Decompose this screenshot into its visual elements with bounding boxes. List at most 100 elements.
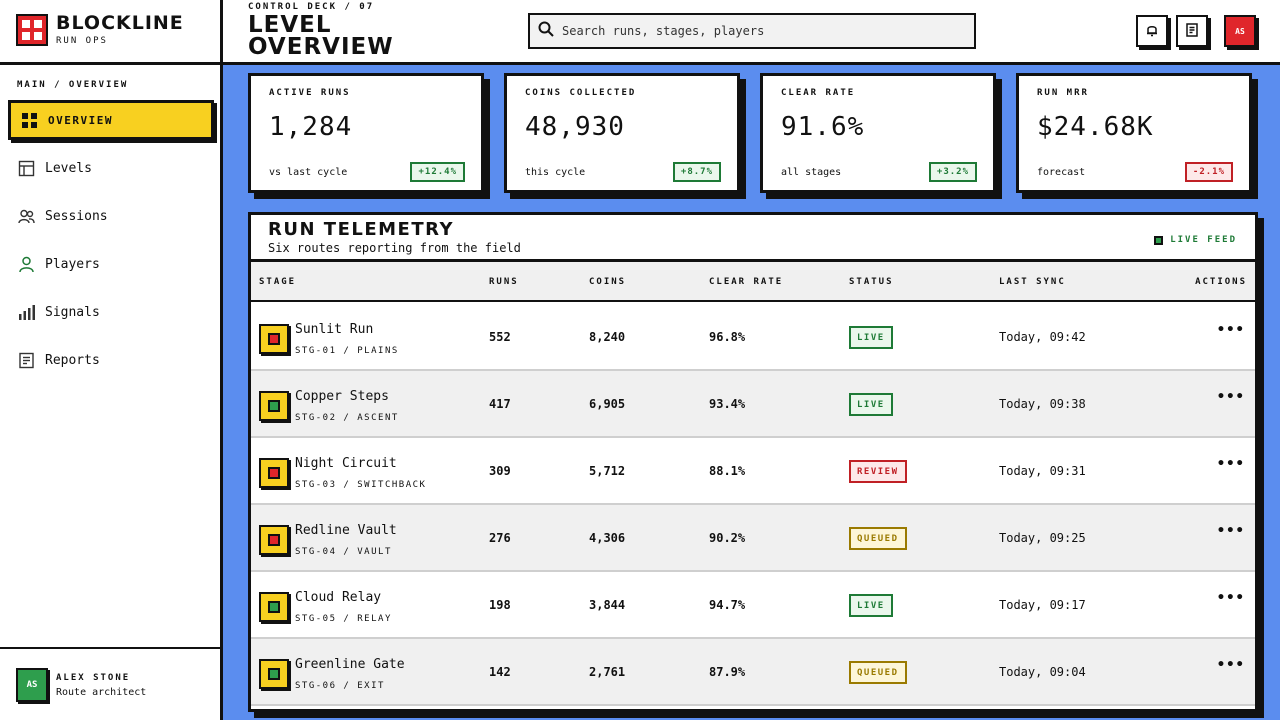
user-name: ALEX STONE <box>56 672 131 683</box>
last-sync-value: Today, 09:42 <box>999 330 1086 344</box>
stage-code: STG-02 / ASCENT <box>295 413 399 423</box>
more-actions-icon[interactable]: ••• <box>1216 523 1245 539</box>
table-row[interactable]: Redline Vault STG-04 / VAULT 276 4,306 9… <box>251 505 1255 572</box>
table-row[interactable]: Copper Steps STG-02 / ASCENT 417 6,905 9… <box>251 371 1255 438</box>
breadcrumb: CONTROL DECK / 07 <box>248 2 375 12</box>
last-sync-value: Today, 09:25 <box>999 531 1086 545</box>
kpi-label: ACTIVE RUNS <box>269 88 351 98</box>
more-actions-icon[interactable]: ••• <box>1216 389 1245 405</box>
kpi-value: 48,930 <box>525 112 625 142</box>
user-icon <box>18 256 35 273</box>
status-badge: REVIEW <box>849 460 907 483</box>
column-header-runs[interactable]: RUNS <box>489 277 519 287</box>
profile-avatar-button[interactable]: AS <box>1224 15 1256 47</box>
table-header: STAGE RUNS COINS CLEAR RATE STATUS LAST … <box>251 259 1255 302</box>
status-badge: LIVE <box>849 594 893 617</box>
coins-value: 6,905 <box>589 397 626 411</box>
grid-icon <box>21 112 38 129</box>
column-header-clear-rate[interactable]: CLEAR RATE <box>709 277 784 287</box>
kpi-value: $24.68K <box>1037 112 1154 142</box>
stage-code: STG-05 / RELAY <box>295 614 392 624</box>
table-row[interactable]: Night Circuit STG-03 / SWITCHBACK 309 5,… <box>251 438 1255 505</box>
more-actions-icon[interactable]: ••• <box>1216 590 1245 606</box>
divider <box>0 62 1280 65</box>
sidebar-item-players[interactable]: Players <box>8 244 214 284</box>
last-sync-value: Today, 09:17 <box>999 598 1086 612</box>
table-icon <box>18 160 35 177</box>
brand[interactable]: BLOCKLINE RUN OPS <box>16 14 184 46</box>
kpi-label: COINS COLLECTED <box>525 88 637 98</box>
kpi-delta-badge: -2.1% <box>1184 162 1233 182</box>
notifications-button[interactable] <box>1136 15 1168 47</box>
coins-value: 4,306 <box>589 531 626 545</box>
sidebar-item-levels[interactable]: Levels <box>8 148 214 188</box>
runs-value: 309 <box>489 464 511 478</box>
sidebar-item-label: Signals <box>45 304 100 320</box>
kpi-label: CLEAR RATE <box>781 88 856 98</box>
column-header-last-sync[interactable]: LAST SYNC <box>999 277 1066 287</box>
sidebar-item-overview[interactable]: OVERVIEW <box>8 100 214 140</box>
runs-value: 142 <box>489 665 511 679</box>
avatar: AS <box>16 668 48 702</box>
kpi-label: RUN MRR <box>1037 88 1089 98</box>
run-telemetry-panel: RUN TELEMETRY Six routes reporting from … <box>248 212 1258 712</box>
table-row[interactable]: Cloud Relay STG-05 / RELAY 198 3,844 94.… <box>251 572 1255 639</box>
sidebar-item-label: Players <box>45 256 100 272</box>
stage-code: STG-04 / VAULT <box>295 547 392 557</box>
column-header-stage[interactable]: STAGE <box>259 277 297 287</box>
stage-name: Copper Steps <box>295 389 389 404</box>
user-profile[interactable]: AS ALEX STONE Route architect <box>16 668 146 702</box>
kpi-footnote: forecast <box>1037 167 1086 178</box>
brand-name: BLOCKLINE <box>56 12 184 34</box>
live-feed-indicator[interactable]: LIVE FEED <box>1154 235 1237 245</box>
kpi-card-run-mrr: RUN MRR $24.68K forecast -2.1% <box>1016 73 1252 193</box>
sidebar-item-label: Sessions <box>45 208 108 224</box>
kpi-card-clear-rate: CLEAR RATE 91.6% all stages +3.2% <box>760 73 996 193</box>
kpi-value: 91.6% <box>781 112 865 142</box>
sidebar-item-sessions[interactable]: Sessions <box>8 196 214 236</box>
coins-value: 5,712 <box>589 464 626 478</box>
stage-name: Cloud Relay <box>295 590 382 605</box>
clear-rate-value: 88.1% <box>709 464 746 478</box>
last-sync-value: Today, 09:31 <box>999 464 1086 478</box>
kpi-delta-badge: +8.7% <box>672 162 721 182</box>
kpi-delta-badge: +12.4% <box>410 162 465 182</box>
search-icon <box>538 21 554 41</box>
stage-icon <box>259 324 289 354</box>
main-content: ACTIVE RUNS 1,284 vs last cycle +12.4% C… <box>223 65 1280 720</box>
search-input[interactable] <box>562 24 962 38</box>
column-header-coins[interactable]: COINS <box>589 277 627 287</box>
stage-code: STG-03 / SWITCHBACK <box>295 480 427 490</box>
status-badge: LIVE <box>849 393 893 416</box>
sidebar-item-label: Levels <box>45 160 92 176</box>
live-feed-label: LIVE FEED <box>1170 235 1237 245</box>
sidebar-item-signals[interactable]: Signals <box>8 292 214 332</box>
clear-rate-value: 96.8% <box>709 330 746 344</box>
more-actions-icon[interactable]: ••• <box>1216 456 1245 472</box>
last-sync-value: Today, 09:38 <box>999 397 1086 411</box>
stage-icon <box>259 458 289 488</box>
sidebar-item-label: Reports <box>45 352 100 368</box>
kpi-footnote: all stages <box>781 167 842 178</box>
table-row[interactable]: Sunlit Run STG-01 / PLAINS 552 8,240 96.… <box>251 304 1255 371</box>
user-role: Route architect <box>56 686 147 698</box>
brand-logo-icon <box>16 14 48 46</box>
stage-name: Sunlit Run <box>295 322 374 337</box>
runs-value: 276 <box>489 531 511 545</box>
stage-code: STG-01 / PLAINS <box>295 346 399 356</box>
users-icon <box>18 208 35 225</box>
stage-icon <box>259 659 289 689</box>
more-actions-icon[interactable]: ••• <box>1216 322 1245 338</box>
notes-button[interactable] <box>1176 15 1208 47</box>
stage-icon <box>259 391 289 421</box>
table-row[interactable]: Greenline Gate STG-06 / EXIT 142 2,761 8… <box>251 639 1255 706</box>
panel-subtitle: Six routes reporting from the field <box>268 241 521 255</box>
document-icon <box>1185 22 1199 41</box>
column-header-status[interactable]: STATUS <box>849 277 894 287</box>
brand-subtitle: RUN OPS <box>56 36 108 46</box>
panel-title: RUN TELEMETRY <box>268 219 455 240</box>
status-badge: QUEUED <box>849 527 907 550</box>
more-actions-icon[interactable]: ••• <box>1216 657 1245 673</box>
stage-name: Redline Vault <box>295 523 397 538</box>
sidebar-item-reports[interactable]: Reports <box>8 340 214 380</box>
